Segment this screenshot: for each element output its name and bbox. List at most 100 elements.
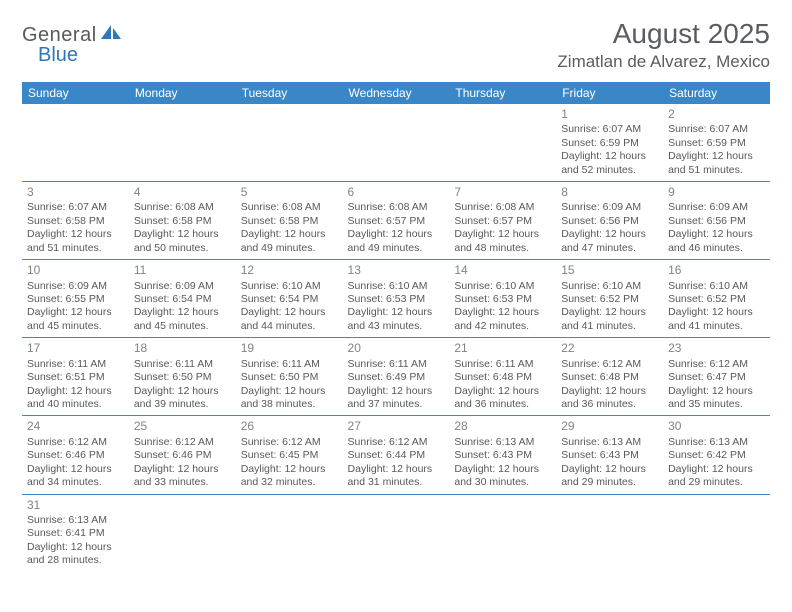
daylight-line: Daylight: 12 hours and 29 minutes.	[668, 463, 765, 490]
sunset-line: Sunset: 6:58 PM	[27, 215, 124, 228]
calendar-empty-cell	[22, 104, 129, 182]
daylight-line: Daylight: 12 hours and 51 minutes.	[668, 150, 765, 177]
day-number: 23	[668, 341, 765, 356]
daylight-line: Daylight: 12 hours and 41 minutes.	[668, 306, 765, 333]
daylight-line: Daylight: 12 hours and 38 minutes.	[241, 385, 338, 412]
day-number: 25	[134, 419, 231, 434]
day-number: 2	[668, 107, 765, 122]
sunset-line: Sunset: 6:50 PM	[241, 371, 338, 384]
calendar-day-cell: 30Sunrise: 6:13 AMSunset: 6:42 PMDayligh…	[663, 416, 770, 494]
day-number: 6	[348, 185, 445, 200]
daylight-line: Daylight: 12 hours and 31 minutes.	[348, 463, 445, 490]
daylight-line: Daylight: 12 hours and 41 minutes.	[561, 306, 658, 333]
calendar-empty-cell	[556, 494, 663, 572]
month-title: August 2025	[557, 18, 770, 50]
calendar-empty-cell	[663, 494, 770, 572]
calendar-day-cell: 8Sunrise: 6:09 AMSunset: 6:56 PMDaylight…	[556, 182, 663, 260]
sunrise-line: Sunrise: 6:12 AM	[241, 436, 338, 449]
daylight-line: Daylight: 12 hours and 35 minutes.	[668, 385, 765, 412]
sunset-line: Sunset: 6:43 PM	[454, 449, 551, 462]
daylight-line: Daylight: 12 hours and 37 minutes.	[348, 385, 445, 412]
daylight-line: Daylight: 12 hours and 47 minutes.	[561, 228, 658, 255]
calendar-day-cell: 13Sunrise: 6:10 AMSunset: 6:53 PMDayligh…	[343, 260, 450, 338]
day-number: 7	[454, 185, 551, 200]
sunset-line: Sunset: 6:52 PM	[668, 293, 765, 306]
calendar-day-cell: 12Sunrise: 6:10 AMSunset: 6:54 PMDayligh…	[236, 260, 343, 338]
weekday-header: Sunday	[22, 82, 129, 104]
calendar-week-row: 3Sunrise: 6:07 AMSunset: 6:58 PMDaylight…	[22, 182, 770, 260]
daylight-line: Daylight: 12 hours and 49 minutes.	[241, 228, 338, 255]
calendar-day-cell: 16Sunrise: 6:10 AMSunset: 6:52 PMDayligh…	[663, 260, 770, 338]
sunrise-line: Sunrise: 6:13 AM	[561, 436, 658, 449]
header: General August 2025 Zimatlan de Alvarez,…	[22, 18, 770, 72]
calendar-day-cell: 6Sunrise: 6:08 AMSunset: 6:57 PMDaylight…	[343, 182, 450, 260]
day-number: 28	[454, 419, 551, 434]
sunset-line: Sunset: 6:52 PM	[561, 293, 658, 306]
daylight-line: Daylight: 12 hours and 45 minutes.	[134, 306, 231, 333]
sunset-line: Sunset: 6:57 PM	[348, 215, 445, 228]
daylight-line: Daylight: 12 hours and 43 minutes.	[348, 306, 445, 333]
calendar-day-cell: 25Sunrise: 6:12 AMSunset: 6:46 PMDayligh…	[129, 416, 236, 494]
day-number: 1	[561, 107, 658, 122]
calendar-day-cell: 9Sunrise: 6:09 AMSunset: 6:56 PMDaylight…	[663, 182, 770, 260]
calendar-day-cell: 11Sunrise: 6:09 AMSunset: 6:54 PMDayligh…	[129, 260, 236, 338]
sunset-line: Sunset: 6:50 PM	[134, 371, 231, 384]
day-number: 19	[241, 341, 338, 356]
sunrise-line: Sunrise: 6:13 AM	[668, 436, 765, 449]
calendar-day-cell: 7Sunrise: 6:08 AMSunset: 6:57 PMDaylight…	[449, 182, 556, 260]
calendar-day-cell: 24 Sunrise: 6:12 AMSunset: 6:46 PMDayligh…	[22, 416, 129, 494]
daylight-line: Daylight: 12 hours and 44 minutes.	[241, 306, 338, 333]
calendar-week-row: 10Sunrise: 6:09 AMSunset: 6:55 PMDayligh…	[22, 260, 770, 338]
sunrise-line: Sunrise: 6:11 AM	[348, 358, 445, 371]
calendar-day-cell: 28Sunrise: 6:13 AMSunset: 6:43 PMDayligh…	[449, 416, 556, 494]
daylight-line: Daylight: 12 hours and 34 minutes.	[27, 463, 124, 490]
calendar-week-row: 17Sunrise: 6:11 AMSunset: 6:51 PMDayligh…	[22, 338, 770, 416]
weekday-header: Monday	[129, 82, 236, 104]
sunset-line: Sunset: 6:49 PM	[348, 371, 445, 384]
sunset-line: Sunset: 6:46 PM	[134, 449, 231, 462]
sunrise-line: Sunrise: 6:09 AM	[134, 280, 231, 293]
daylight-line: Daylight: 12 hours and 50 minutes.	[134, 228, 231, 255]
daylight-line: Daylight: 12 hours and 48 minutes.	[454, 228, 551, 255]
sunrise-line: Sunrise: 6:09 AM	[27, 280, 124, 293]
sunset-line: Sunset: 6:41 PM	[27, 527, 124, 540]
calendar-day-cell: 1Sunrise: 6:07 AMSunset: 6:59 PMDaylight…	[556, 104, 663, 182]
calendar-week-row: 31Sunrise: 6:13 AMSunset: 6:41 PMDayligh…	[22, 494, 770, 572]
day-number: 29	[561, 419, 658, 434]
logo-sail-icon	[101, 25, 123, 46]
sunset-line: Sunset: 6:54 PM	[241, 293, 338, 306]
daylight-line: Daylight: 12 hours and 46 minutes.	[668, 228, 765, 255]
calendar-week-row: 1Sunrise: 6:07 AMSunset: 6:59 PMDaylight…	[22, 104, 770, 182]
calendar-day-cell: 2Sunrise: 6:07 AMSunset: 6:59 PMDaylight…	[663, 104, 770, 182]
calendar-empty-cell	[343, 494, 450, 572]
calendar-day-cell: 26Sunrise: 6:12 AMSunset: 6:45 PMDayligh…	[236, 416, 343, 494]
calendar-day-cell: 31Sunrise: 6:13 AMSunset: 6:41 PMDayligh…	[22, 494, 129, 572]
sunset-line: Sunset: 6:46 PM	[27, 449, 124, 462]
daylight-line: Daylight: 12 hours and 33 minutes.	[134, 463, 231, 490]
sunset-line: Sunset: 6:53 PM	[454, 293, 551, 306]
sunrise-line: Sunrise: 6:12 AM	[348, 436, 445, 449]
weekday-header: Wednesday	[343, 82, 450, 104]
day-number: 18	[134, 341, 231, 356]
daylight-line: Daylight: 12 hours and 52 minutes.	[561, 150, 658, 177]
calendar-empty-cell	[236, 104, 343, 182]
day-number: 22	[561, 341, 658, 356]
sunrise-line: Sunrise: 6:12 AM	[27, 436, 124, 449]
calendar-day-cell: 5Sunrise: 6:08 AMSunset: 6:58 PMDaylight…	[236, 182, 343, 260]
day-number: 12	[241, 263, 338, 278]
sunset-line: Sunset: 6:58 PM	[241, 215, 338, 228]
daylight-line: Daylight: 12 hours and 28 minutes.	[27, 541, 124, 568]
daylight-line: Daylight: 12 hours and 49 minutes.	[348, 228, 445, 255]
sunrise-line: Sunrise: 6:10 AM	[348, 280, 445, 293]
calendar-day-cell: 23Sunrise: 6:12 AMSunset: 6:47 PMDayligh…	[663, 338, 770, 416]
calendar-day-cell: 17Sunrise: 6:11 AMSunset: 6:51 PMDayligh…	[22, 338, 129, 416]
sunrise-line: Sunrise: 6:09 AM	[668, 201, 765, 214]
sunset-line: Sunset: 6:43 PM	[561, 449, 658, 462]
sunset-line: Sunset: 6:45 PM	[241, 449, 338, 462]
calendar-day-cell: 21Sunrise: 6:11 AMSunset: 6:48 PMDayligh…	[449, 338, 556, 416]
sunset-line: Sunset: 6:59 PM	[561, 137, 658, 150]
day-number: 16	[668, 263, 765, 278]
sunrise-line: Sunrise: 6:13 AM	[454, 436, 551, 449]
day-number: 24	[27, 419, 124, 434]
weekday-header: Saturday	[663, 82, 770, 104]
